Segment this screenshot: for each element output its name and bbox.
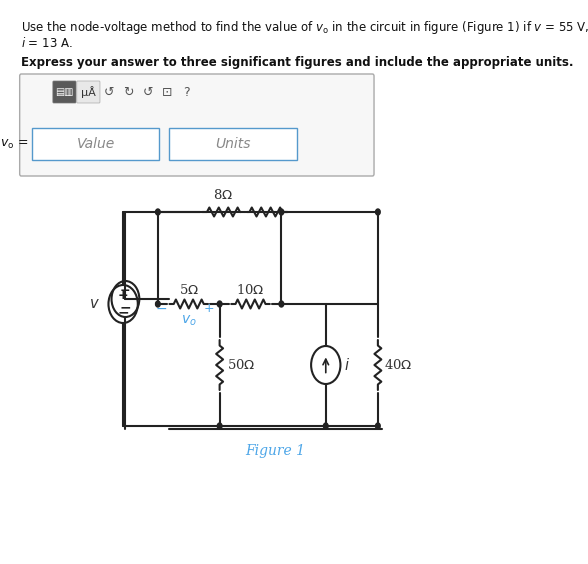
Text: Figure 1: Figure 1 [246, 444, 306, 458]
FancyBboxPatch shape [77, 81, 100, 103]
Text: $v$: $v$ [89, 297, 100, 311]
Circle shape [279, 301, 283, 307]
Text: 50$\Omega$: 50$\Omega$ [228, 358, 256, 372]
Text: 8$\Omega$: 8$\Omega$ [213, 188, 233, 202]
Circle shape [218, 301, 222, 307]
Text: ↺: ↺ [142, 86, 153, 99]
Text: ?: ? [183, 86, 190, 99]
Text: $v_{\rm o}$ =: $v_{\rm o}$ = [0, 138, 28, 151]
Text: $i$ = 13 A.: $i$ = 13 A. [21, 36, 73, 50]
Text: Value: Value [76, 137, 115, 151]
Text: ▤▥: ▤▥ [55, 87, 74, 97]
Circle shape [376, 423, 380, 429]
Text: Express your answer to three significant figures and include the appropriate uni: Express your answer to three significant… [21, 56, 574, 69]
Text: $v_o$: $v_o$ [181, 314, 196, 328]
FancyBboxPatch shape [169, 128, 297, 160]
Text: 10$\Omega$: 10$\Omega$ [236, 283, 265, 297]
Circle shape [156, 301, 160, 307]
Text: ⊡: ⊡ [162, 86, 172, 99]
Text: −: − [118, 306, 129, 320]
Text: −: − [119, 300, 131, 314]
Text: +: + [120, 284, 131, 297]
Text: +: + [203, 302, 214, 315]
Text: Units: Units [215, 137, 251, 151]
Text: $i$: $i$ [345, 357, 350, 373]
Text: Use the node-voltage method to find the value of $v_{\rm o}$ in the circuit in f: Use the node-voltage method to find the … [21, 19, 588, 36]
Text: −: − [156, 302, 168, 316]
FancyBboxPatch shape [32, 128, 159, 160]
Circle shape [218, 423, 222, 429]
Circle shape [323, 423, 328, 429]
FancyBboxPatch shape [53, 81, 76, 103]
Text: ↻: ↻ [123, 86, 134, 99]
Text: 40$\Omega$: 40$\Omega$ [384, 358, 413, 372]
Text: +: + [118, 289, 128, 302]
Circle shape [376, 209, 380, 215]
FancyBboxPatch shape [19, 74, 374, 176]
Text: μÅ: μÅ [81, 86, 96, 98]
Text: ↺: ↺ [104, 86, 115, 99]
Text: 5$\Omega$: 5$\Omega$ [179, 283, 199, 297]
Circle shape [156, 209, 160, 215]
Circle shape [279, 209, 283, 215]
